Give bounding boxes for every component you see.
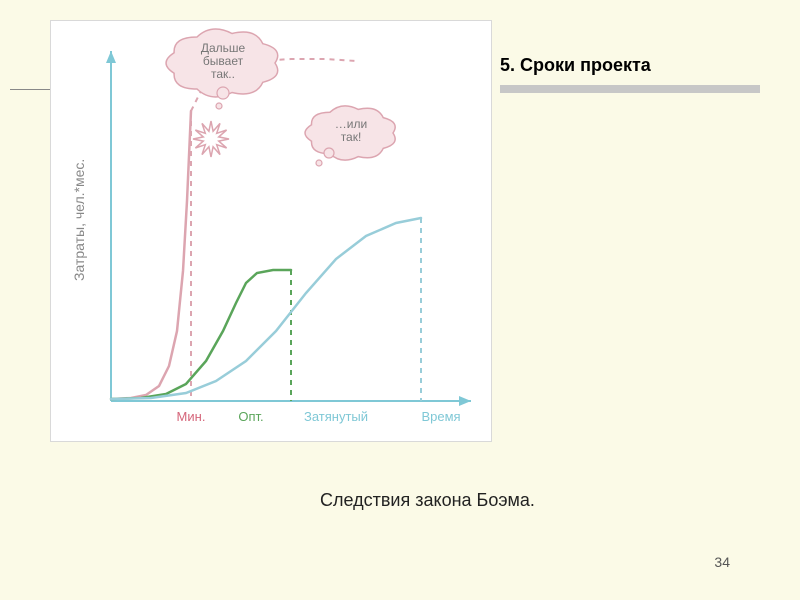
svg-text:…или: …или xyxy=(335,117,367,131)
svg-text:бывает: бывает xyxy=(203,54,244,68)
x-tick-label: Мин. xyxy=(177,409,206,424)
x-tick-label: Время xyxy=(421,409,460,424)
y-axis-label: Затраты, чел.*мес. xyxy=(71,159,87,281)
x-tick-label: Опт. xyxy=(238,409,263,424)
boehm-chart: Дальшебываеттак.. …илитак! Затраты, чел.*… xyxy=(50,20,492,442)
x-tick-label: Затянутый xyxy=(304,409,368,424)
page-title: 5. Сроки проекта xyxy=(500,55,651,76)
chart-svg: Дальшебываеттак.. …илитак! xyxy=(51,21,491,441)
title-underline xyxy=(500,85,760,93)
svg-text:так!: так! xyxy=(341,130,362,144)
chart-caption: Следствия закона Боэма. xyxy=(320,490,535,511)
page-number: 34 xyxy=(714,554,730,570)
svg-text:так..: так.. xyxy=(211,67,235,81)
svg-text:Дальше: Дальше xyxy=(201,41,246,55)
